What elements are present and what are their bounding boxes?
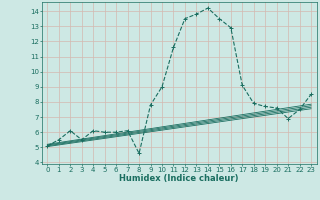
X-axis label: Humidex (Indice chaleur): Humidex (Indice chaleur) (119, 174, 239, 183)
